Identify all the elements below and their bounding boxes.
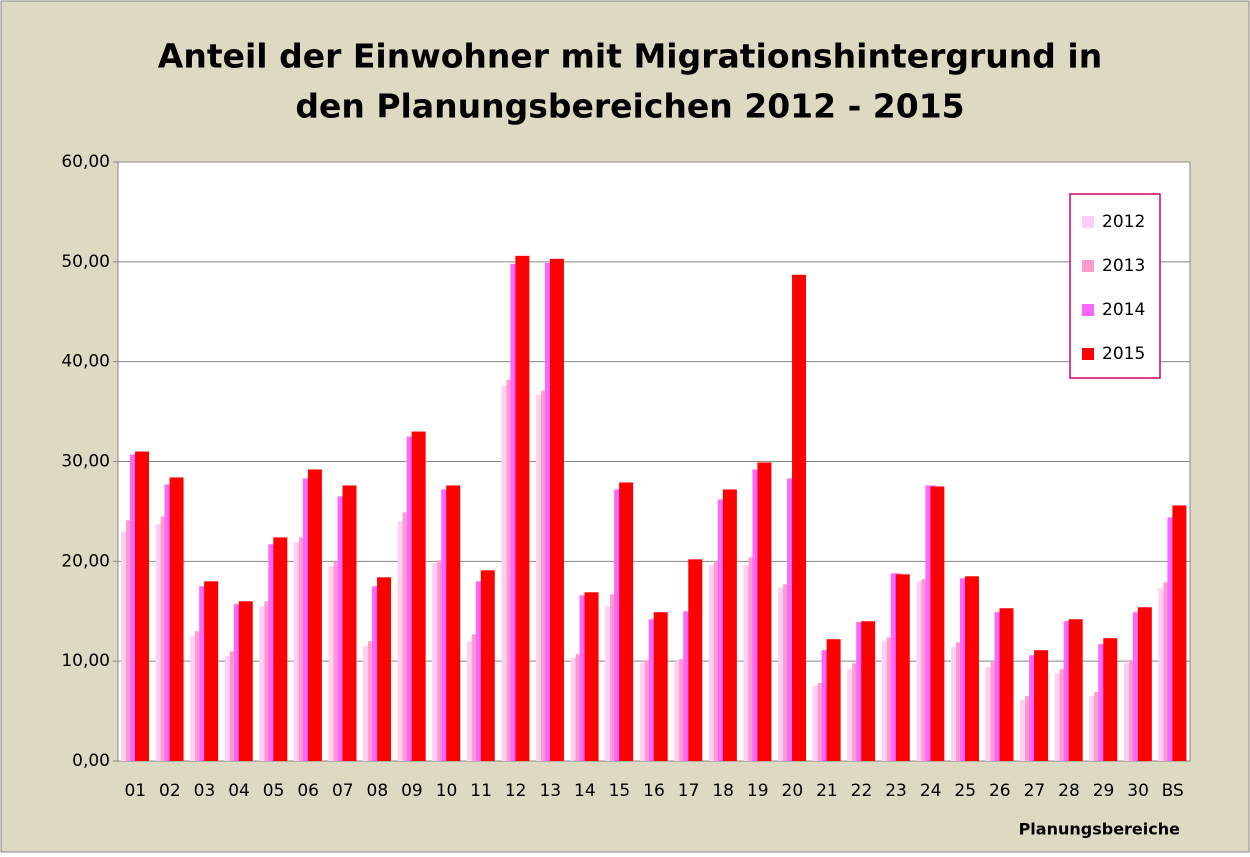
bar — [411, 431, 426, 761]
x-tick-label: BS — [1162, 781, 1184, 801]
x-tick-label: 06 — [297, 781, 319, 801]
bar — [1172, 505, 1187, 761]
x-tick-label: 01 — [124, 781, 146, 801]
bar — [549, 258, 564, 761]
legend-swatch — [1082, 348, 1094, 360]
y-tick-label: 50,00 — [61, 252, 110, 272]
x-tick-label: 18 — [712, 781, 734, 801]
x-tick-label: 15 — [609, 781, 631, 801]
x-tick-label: 23 — [885, 781, 907, 801]
x-tick-label: 03 — [194, 781, 216, 801]
bar — [895, 574, 910, 761]
bar — [342, 485, 357, 761]
x-tick-label: 08 — [367, 781, 389, 801]
x-tick-label: 21 — [816, 781, 838, 801]
x-tick-label: 30 — [1127, 781, 1149, 801]
bar — [307, 469, 322, 761]
x-axis-label: Planungsbereiche — [1019, 820, 1181, 839]
bar — [792, 274, 807, 761]
x-tick-label: 11 — [470, 781, 492, 801]
x-tick-label: 12 — [505, 781, 527, 801]
x-tick-label: 27 — [1024, 781, 1046, 801]
x-tick-label: 17 — [678, 781, 700, 801]
y-tick-label: 0,00 — [72, 751, 110, 771]
legend-label: 2012 — [1102, 212, 1145, 232]
x-tick-label: 13 — [539, 781, 561, 801]
bar — [204, 581, 219, 761]
x-tick-label: 26 — [989, 781, 1011, 801]
legend-label: 2013 — [1102, 256, 1145, 276]
x-tick-label: 14 — [574, 781, 596, 801]
bar — [826, 639, 841, 761]
bar — [480, 570, 495, 761]
x-tick-label: 19 — [747, 781, 769, 801]
y-tick-label: 10,00 — [61, 651, 110, 671]
x-tick-label: 02 — [159, 781, 181, 801]
x-tick-label: 16 — [643, 781, 665, 801]
bar — [999, 608, 1014, 761]
chart-title: Anteil der Einwohner mit Migrationshinte… — [158, 37, 1102, 76]
legend-swatch — [1082, 260, 1094, 272]
bar — [1103, 638, 1118, 761]
x-tick-label: 04 — [228, 781, 250, 801]
legend-label: 2014 — [1102, 300, 1145, 320]
bar — [1068, 619, 1083, 761]
bar — [861, 621, 876, 761]
bar — [515, 255, 530, 762]
x-tick-label: 25 — [954, 781, 976, 801]
x-tick-label: 29 — [1093, 781, 1115, 801]
x-tick-label: 09 — [401, 781, 423, 801]
bar — [619, 482, 634, 761]
bar — [169, 477, 184, 761]
x-tick-label: 24 — [920, 781, 942, 801]
bar — [653, 612, 668, 761]
legend-label: 2015 — [1102, 344, 1145, 364]
bar — [377, 577, 392, 761]
bar — [273, 537, 288, 761]
bar — [722, 489, 737, 761]
bar — [1034, 650, 1049, 761]
y-tick-label: 40,00 — [61, 352, 110, 372]
y-tick-label: 60,00 — [61, 152, 110, 172]
y-tick-label: 20,00 — [61, 551, 110, 571]
bar — [930, 486, 945, 761]
bar — [584, 592, 599, 761]
legend-swatch — [1082, 304, 1094, 316]
bar — [688, 559, 703, 761]
x-tick-label: 05 — [263, 781, 285, 801]
legend-swatch — [1082, 216, 1094, 228]
x-tick-label: 10 — [436, 781, 458, 801]
bar — [964, 576, 979, 761]
x-tick-label: 22 — [851, 781, 873, 801]
x-tick-label: 20 — [782, 781, 804, 801]
bar — [446, 485, 461, 761]
bar — [135, 451, 149, 761]
x-tick-label: 07 — [332, 781, 354, 801]
bar — [757, 462, 772, 761]
chart-title: den Planungsbereichen 2012 - 2015 — [295, 87, 964, 126]
bar — [1137, 607, 1152, 761]
bar — [238, 601, 253, 761]
y-tick-label: 30,00 — [61, 452, 110, 472]
x-tick-label: 28 — [1058, 781, 1080, 801]
